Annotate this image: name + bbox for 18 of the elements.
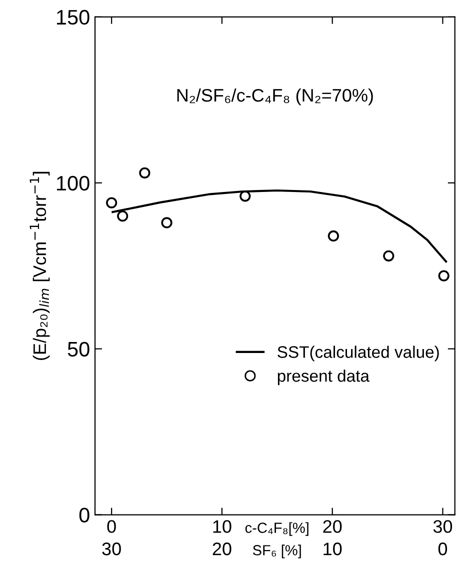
text: N₂/SF₆/c-C₄F₈ (N₂=70%) bbox=[177, 88, 373, 106]
x-axis-title: c-C₄F₈[%] bbox=[245, 522, 308, 536]
y-tick-label: 0 bbox=[79, 508, 90, 523]
x2-axis-title: SF₆ [%] bbox=[252, 544, 301, 558]
y-axis-title: (E/p₂₀)$_{lim}$ [Vcm$^{−1}$torr$^{−1}$] bbox=[30, 172, 50, 360]
x-tick-label: 10 bbox=[213, 520, 232, 533]
x-tick-label: 20 bbox=[323, 520, 342, 533]
y-tick-label: 150 bbox=[56, 10, 90, 25]
x2-tick-label: 0 bbox=[438, 542, 448, 556]
x2-tick-label: 30 bbox=[102, 542, 121, 556]
legend-label: SST(calculated value) bbox=[278, 346, 439, 362]
y-tick-label: 50 bbox=[68, 342, 90, 357]
x2-tick-label: 20 bbox=[212, 542, 232, 556]
legend-label: present data bbox=[278, 370, 370, 386]
x-tick-label: 30 bbox=[433, 520, 452, 533]
x-tick-label: 0 bbox=[107, 520, 116, 533]
y-tick-label: 100 bbox=[56, 176, 90, 191]
x2-tick-label: 10 bbox=[324, 542, 342, 556]
